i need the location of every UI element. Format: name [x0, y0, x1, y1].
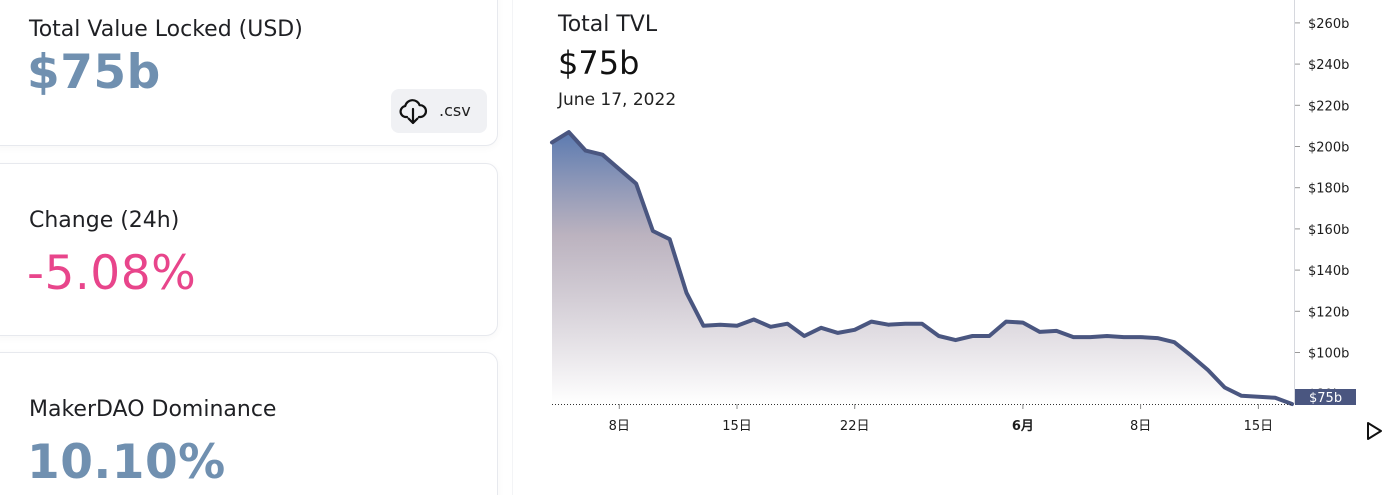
y-tick-label: $120b: [1308, 305, 1349, 320]
tvl-area-fill: [552, 132, 1292, 404]
x-tick-label: 22日: [840, 419, 870, 434]
y-tick-label: $260b: [1308, 17, 1349, 32]
tvl-data-point: [1054, 328, 1060, 334]
tvl-data-point: [549, 139, 555, 145]
tvl-data-point: [717, 322, 723, 328]
tvl-data-point: [1171, 339, 1177, 345]
tvl-data-point: [751, 317, 757, 323]
y-tick-label: $100b: [1308, 347, 1349, 362]
tvl-data-point: [1205, 367, 1211, 373]
x-tick-label: 15日: [1244, 419, 1274, 434]
chart-current-value: $75b: [558, 44, 640, 82]
download-csv-button[interactable]: .csv: [391, 89, 487, 133]
tvl-data-point: [902, 321, 908, 327]
y-tick-label: $160b: [1308, 223, 1349, 238]
tvl-data-point: [1037, 329, 1043, 335]
x-tick-label: 8日: [1130, 419, 1151, 434]
tvl-data-point: [852, 327, 858, 333]
tvl-data-point: [633, 181, 639, 187]
tvl-data-point: [1155, 335, 1161, 341]
y-tick-label: $200b: [1308, 141, 1349, 156]
tvl-data-point: [1121, 334, 1127, 340]
tvl-data-point: [835, 330, 841, 336]
tvl-data-point: [734, 323, 740, 329]
change-label: Change (24h): [29, 208, 180, 233]
tvl-data-point: [970, 333, 976, 339]
tvl-series-line: [550, 130, 1294, 406]
y-tick-label: $240b: [1308, 58, 1349, 73]
tvl-chart[interactable]: $260b $240b $220b $200b $180b $160b $140b $120b…: [513, 0, 1400, 495]
tvl-data-point: [600, 152, 606, 158]
tvl-data-point: [818, 325, 824, 331]
y-tick-label: $180b: [1308, 182, 1349, 197]
tvl-data-point: [1070, 334, 1076, 340]
dominance-card: MakerDAO Dominance 10.10%: [0, 352, 498, 495]
change-value: -5.08%: [27, 246, 197, 301]
tvl-data-point: [801, 333, 807, 339]
tvl-data-point: [919, 321, 925, 327]
current-price-badge-bg: [1295, 389, 1356, 405]
column-divider: [512, 0, 513, 495]
stats-column: Total Value Locked (USD) $75b .csv Chang…: [0, 0, 498, 495]
chart-title: Total TVL: [558, 12, 658, 37]
tvl-data-point: [1087, 334, 1093, 340]
tvl-data-point: [1188, 353, 1194, 359]
x-tick-label: 6月: [1012, 419, 1034, 434]
tvl-data-point: [566, 129, 572, 135]
current-price-label: $75b: [1309, 391, 1342, 406]
tvl-data-point: [650, 228, 656, 234]
tvl-label: Total Value Locked (USD): [29, 17, 303, 42]
tvl-card: Total Value Locked (USD) $75b .csv: [0, 0, 498, 146]
tvl-data-point: [768, 324, 774, 330]
change-card: Change (24h) -5.08%: [0, 163, 498, 336]
tvl-data-point: [1239, 393, 1245, 399]
tvl-data-point: [667, 236, 673, 242]
tvl-data-point: [869, 319, 875, 325]
tvl-data-point: [1138, 334, 1144, 340]
tvl-data-point: [1222, 385, 1228, 391]
y-tick-label: $220b: [1308, 99, 1349, 114]
download-csv-label: .csv: [439, 101, 471, 120]
dominance-value: 10.10%: [27, 435, 226, 490]
current-price-badge: $75b: [1295, 389, 1356, 406]
tvl-data-point: [1104, 333, 1110, 339]
dominance-label: MakerDAO Dominance: [29, 397, 277, 422]
y-tick-label: $140b: [1308, 264, 1349, 279]
tvl-data-point: [684, 290, 690, 296]
x-tick-label: 8日: [609, 419, 630, 434]
tvl-data-point: [1020, 320, 1026, 326]
chart-date: June 17, 2022: [558, 90, 677, 110]
x-tick-label: 15日: [722, 419, 752, 434]
tvl-value: $75b: [27, 45, 161, 100]
tvl-data-point: [953, 337, 959, 343]
tvl-chart-panel: $260b $240b $220b $200b $180b $160b $140b $120b…: [513, 0, 1400, 495]
play-icon[interactable]: [1363, 420, 1385, 442]
tvl-data-point: [1255, 394, 1261, 400]
tvl-data-point: [885, 322, 891, 328]
tvl-data-point: [583, 148, 589, 154]
cloud-download-icon: [399, 99, 428, 125]
tvl-data-point: [785, 321, 791, 327]
tvl-data-point: [1003, 319, 1009, 325]
tvl-data-point: [616, 166, 622, 172]
tvl-data-point: [986, 333, 992, 339]
tvl-data-point: [700, 323, 706, 329]
tvl-data-point: [936, 333, 942, 339]
tvl-data-point: [1272, 395, 1278, 401]
